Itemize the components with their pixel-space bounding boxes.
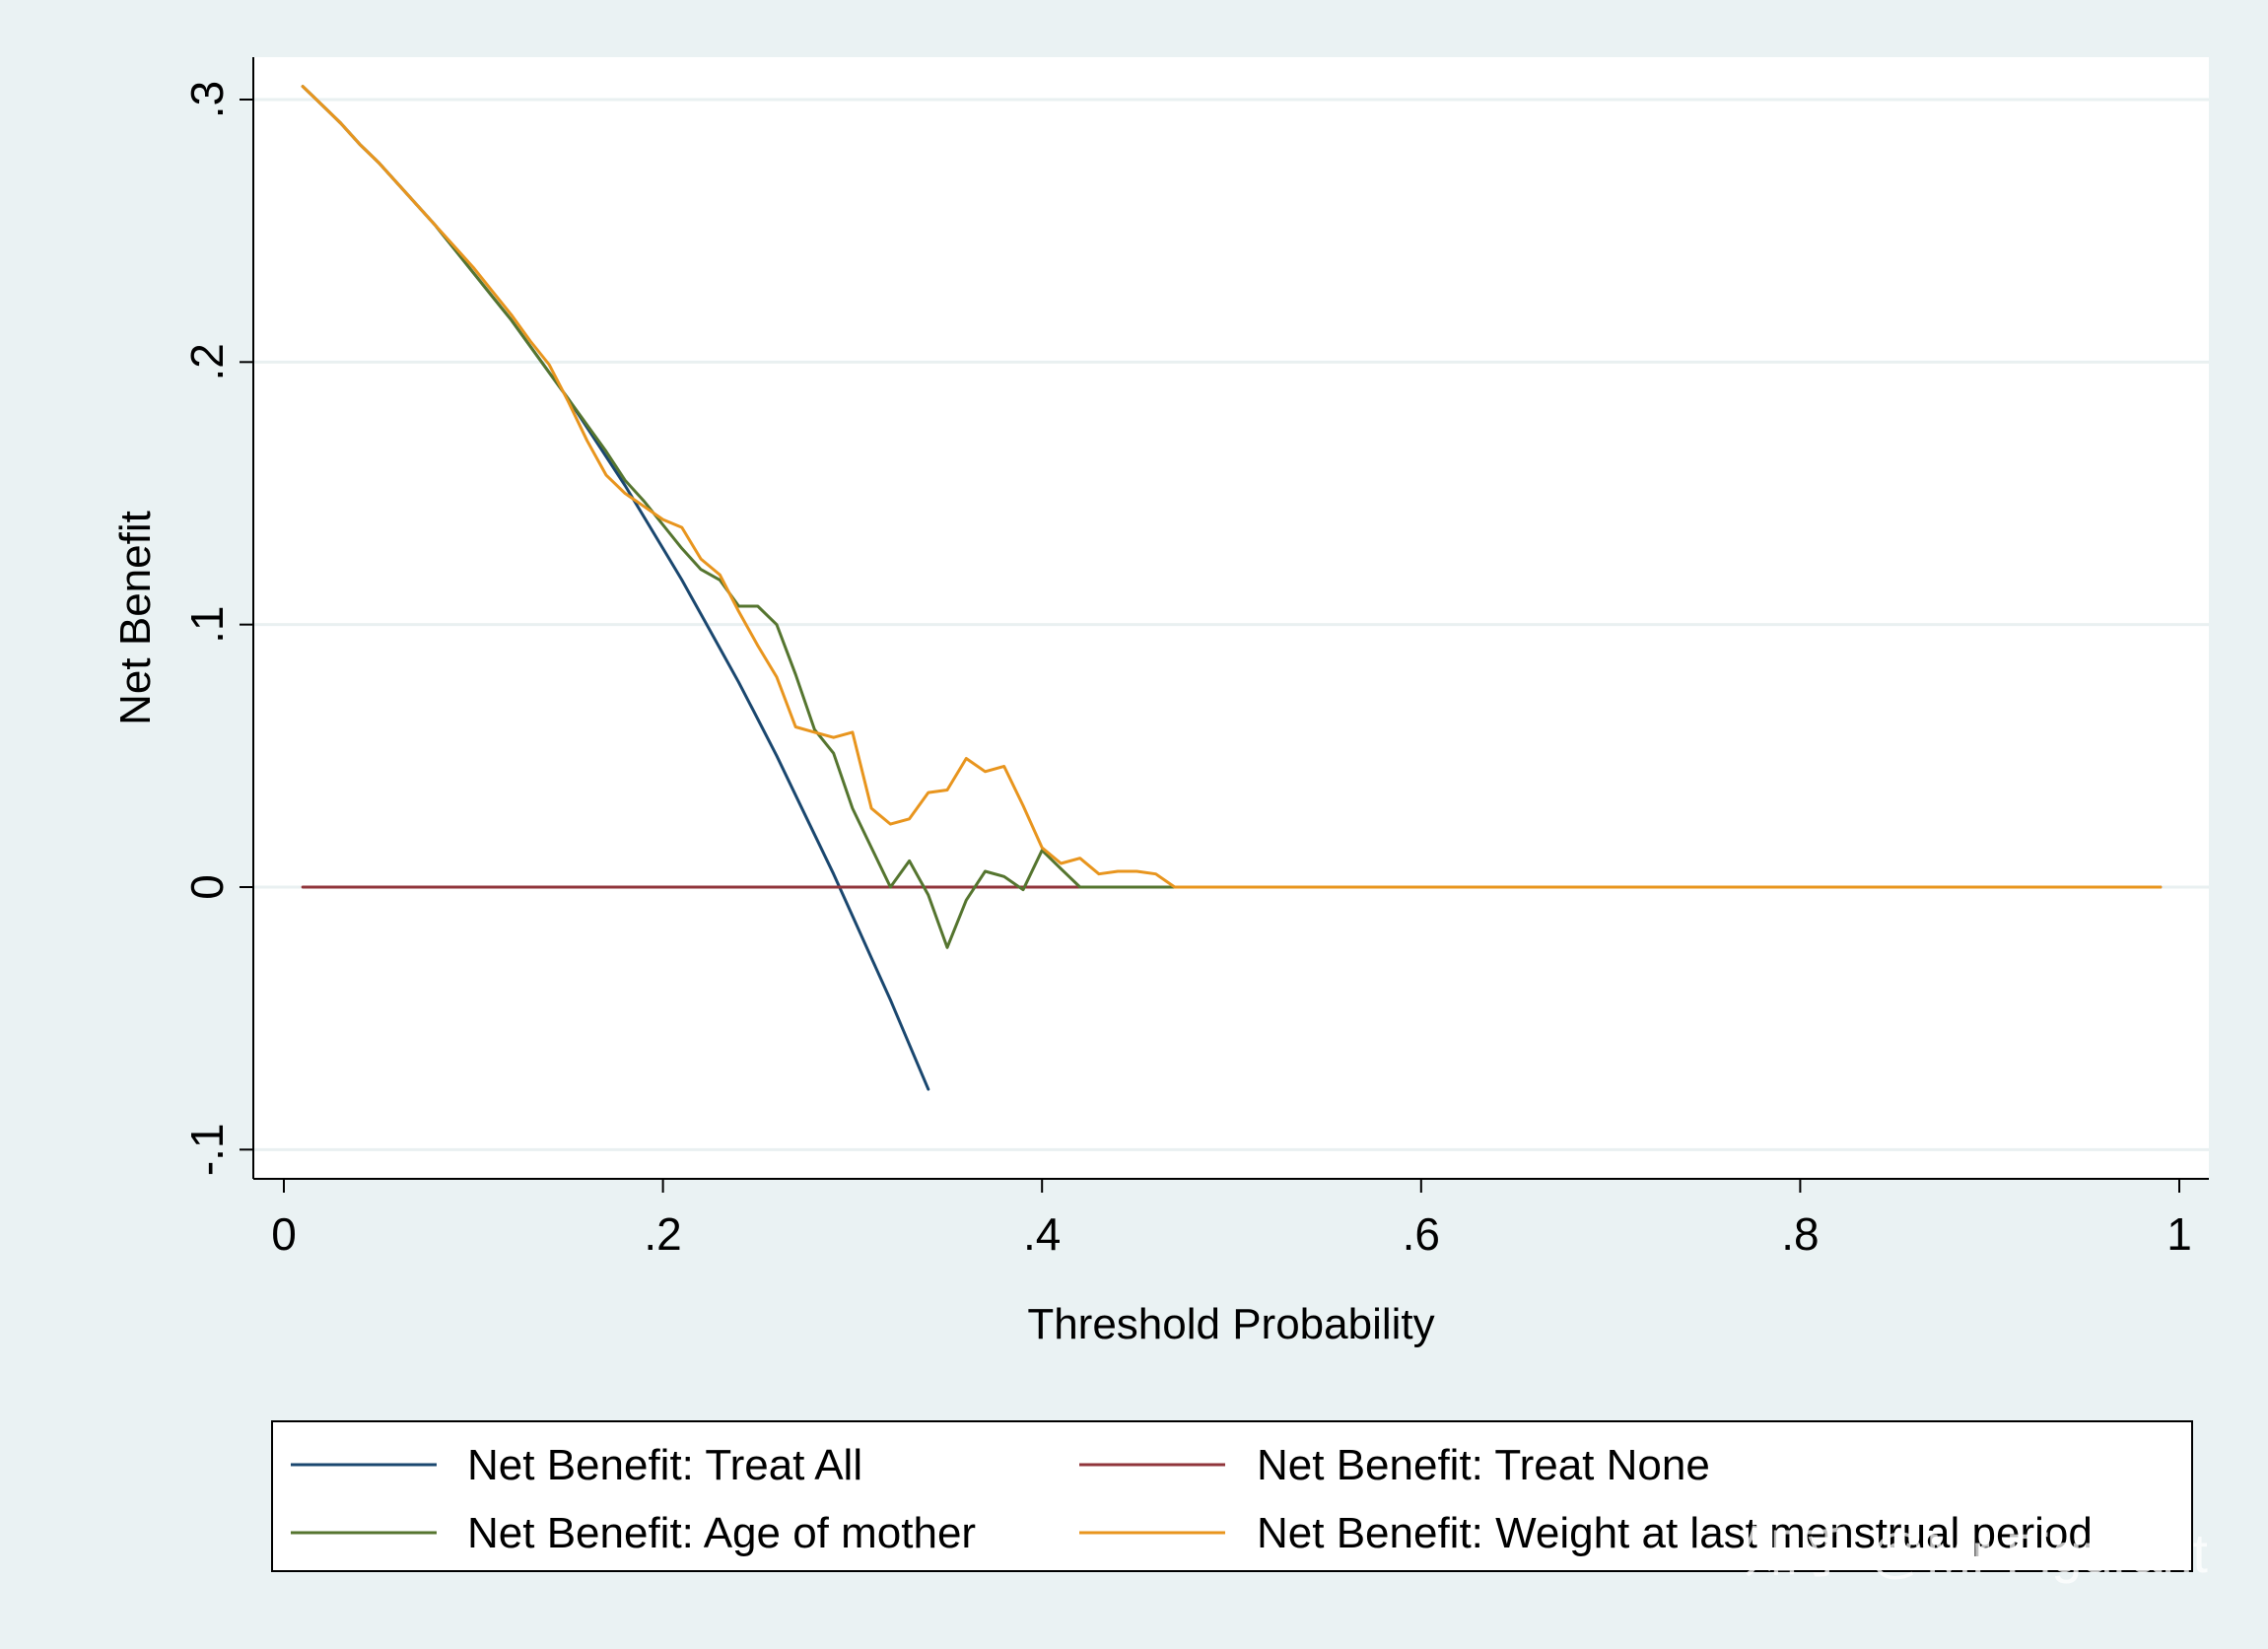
y-tick-label: .2 [181,343,233,380]
y-tick-label: -.1 [181,1123,233,1176]
plot-area [253,57,2209,1179]
x-axis-ticks: 0 .2 .4 .6 .8 1 [271,1179,2192,1260]
legend-box [271,1420,2193,1572]
y-tick-label: .1 [181,605,233,643]
x-tick-label: .4 [1023,1208,1061,1260]
x-tick-label: .2 [644,1208,681,1260]
x-tick-label: 0 [271,1208,297,1260]
x-tick-label: 1 [2166,1208,2192,1260]
x-axis-title: Threshold Probability [1027,1300,1434,1348]
x-tick-label: .8 [1781,1208,1819,1260]
y-axis-title: Net Benefit [111,511,160,725]
legend-label: Net Benefit: Treat All [467,1441,862,1489]
y-tick-label: .3 [181,81,233,118]
series-lines [301,85,2163,1091]
legend-label: Net Benefit: Weight at last menstrual pe… [1257,1509,2093,1557]
legend-label: Net Benefit: Age of mother [467,1509,976,1557]
legend: Net Benefit: Treat All Net Benefit: Treat… [291,1441,2093,1557]
y-axis-ticks: -.1 0 .1 .2 .3 [181,81,253,1176]
legend-label: Net Benefit: Treat None [1257,1441,1710,1489]
y-tick-label: 0 [181,874,233,900]
x-tick-label: .6 [1403,1208,1440,1260]
watermark: 知乎 @Mr Figurant [1744,1522,2208,1584]
series-line [301,85,2163,889]
